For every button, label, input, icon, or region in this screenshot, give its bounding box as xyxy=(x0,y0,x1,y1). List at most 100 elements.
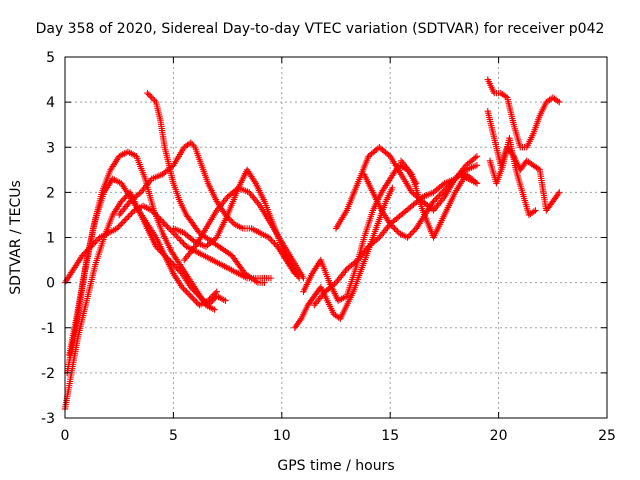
data-point xyxy=(271,240,278,247)
data-point xyxy=(126,211,134,219)
data-point xyxy=(151,210,158,217)
data-point xyxy=(113,225,121,232)
data-point xyxy=(168,228,176,235)
y-tick-label: 2 xyxy=(46,185,55,201)
chart-title: Day 358 of 2020, Sidereal Day-to-day VTE… xyxy=(36,21,605,37)
data-point xyxy=(149,208,157,216)
y-tick-label: -2 xyxy=(41,366,55,382)
data-point xyxy=(180,240,187,247)
data-point xyxy=(175,235,183,243)
y-tick-label: 3 xyxy=(46,140,55,156)
data-point xyxy=(261,279,268,286)
data-point xyxy=(188,294,196,301)
data-point xyxy=(118,220,125,228)
data-point xyxy=(136,190,143,197)
data-point xyxy=(408,229,416,237)
data-point xyxy=(473,153,481,160)
data-point xyxy=(392,226,400,234)
data-point xyxy=(473,162,481,169)
data-point xyxy=(556,98,563,106)
series-9 xyxy=(291,184,396,331)
data-point xyxy=(164,223,171,231)
data-point xyxy=(555,190,562,198)
data-point xyxy=(162,222,170,229)
data-point xyxy=(449,178,456,186)
data-point xyxy=(452,175,459,183)
data-point xyxy=(450,177,457,184)
data-point xyxy=(115,223,122,231)
x-tick-label: 15 xyxy=(381,428,399,444)
data-point xyxy=(121,195,128,202)
x-tick-label: 25 xyxy=(598,428,616,444)
data-point xyxy=(188,141,196,148)
data-point xyxy=(148,94,155,101)
data-point xyxy=(211,306,218,313)
data-point xyxy=(174,234,181,241)
data-point xyxy=(331,280,338,288)
data-point xyxy=(181,286,189,294)
series-7 xyxy=(170,166,303,282)
data-point xyxy=(89,241,96,249)
data-point xyxy=(154,213,161,220)
data-point xyxy=(441,186,449,193)
data-point xyxy=(184,289,192,297)
series-12 xyxy=(332,144,481,232)
data-point xyxy=(190,142,197,149)
data-point xyxy=(90,240,98,247)
data-point xyxy=(86,244,93,252)
data-point xyxy=(128,210,135,217)
data-point xyxy=(556,189,563,196)
x-tick-label: 10 xyxy=(273,428,291,444)
y-tick-label: 5 xyxy=(46,50,55,66)
data-point xyxy=(407,231,414,238)
data-point xyxy=(152,211,160,219)
data-point xyxy=(439,181,447,188)
data-point xyxy=(123,214,131,222)
data-point xyxy=(447,180,455,187)
data-point xyxy=(473,180,481,187)
data-point xyxy=(207,294,215,301)
data-point xyxy=(453,174,460,181)
data-point xyxy=(437,190,444,198)
data-point xyxy=(297,317,304,324)
data-point xyxy=(267,274,275,282)
data-point xyxy=(440,187,447,195)
data-point xyxy=(144,89,151,97)
data-point xyxy=(183,288,190,295)
data-point xyxy=(173,232,180,240)
data-point xyxy=(387,220,394,228)
data-point xyxy=(151,97,158,104)
data-point xyxy=(93,237,100,244)
grid-lines xyxy=(65,57,607,418)
data-point xyxy=(149,95,157,103)
data-point xyxy=(210,291,218,298)
data-point xyxy=(430,198,437,205)
data-point xyxy=(186,291,193,298)
data-point xyxy=(160,219,167,226)
data-point xyxy=(389,184,396,192)
data-point xyxy=(83,247,90,255)
y-tick-label: -1 xyxy=(41,321,55,337)
series-6 xyxy=(116,139,299,277)
y-tick-label: -3 xyxy=(41,411,55,427)
data-point xyxy=(80,250,87,258)
data-point xyxy=(404,234,411,241)
data-point xyxy=(206,295,213,303)
series-3 xyxy=(66,175,220,359)
data-point xyxy=(222,297,229,304)
data-point xyxy=(116,222,124,229)
data-point xyxy=(122,216,129,223)
data-point xyxy=(388,222,395,229)
data-point xyxy=(269,238,277,246)
y-tick-label: 4 xyxy=(46,95,55,111)
data-point xyxy=(125,213,132,220)
data-point xyxy=(405,232,413,240)
data-point xyxy=(119,219,127,226)
data-point xyxy=(148,207,155,214)
data-point xyxy=(193,298,200,306)
data-point xyxy=(443,184,450,192)
data-point xyxy=(190,295,197,303)
data-point xyxy=(204,297,212,304)
x-axis-title: GPS time / hours xyxy=(277,458,394,474)
